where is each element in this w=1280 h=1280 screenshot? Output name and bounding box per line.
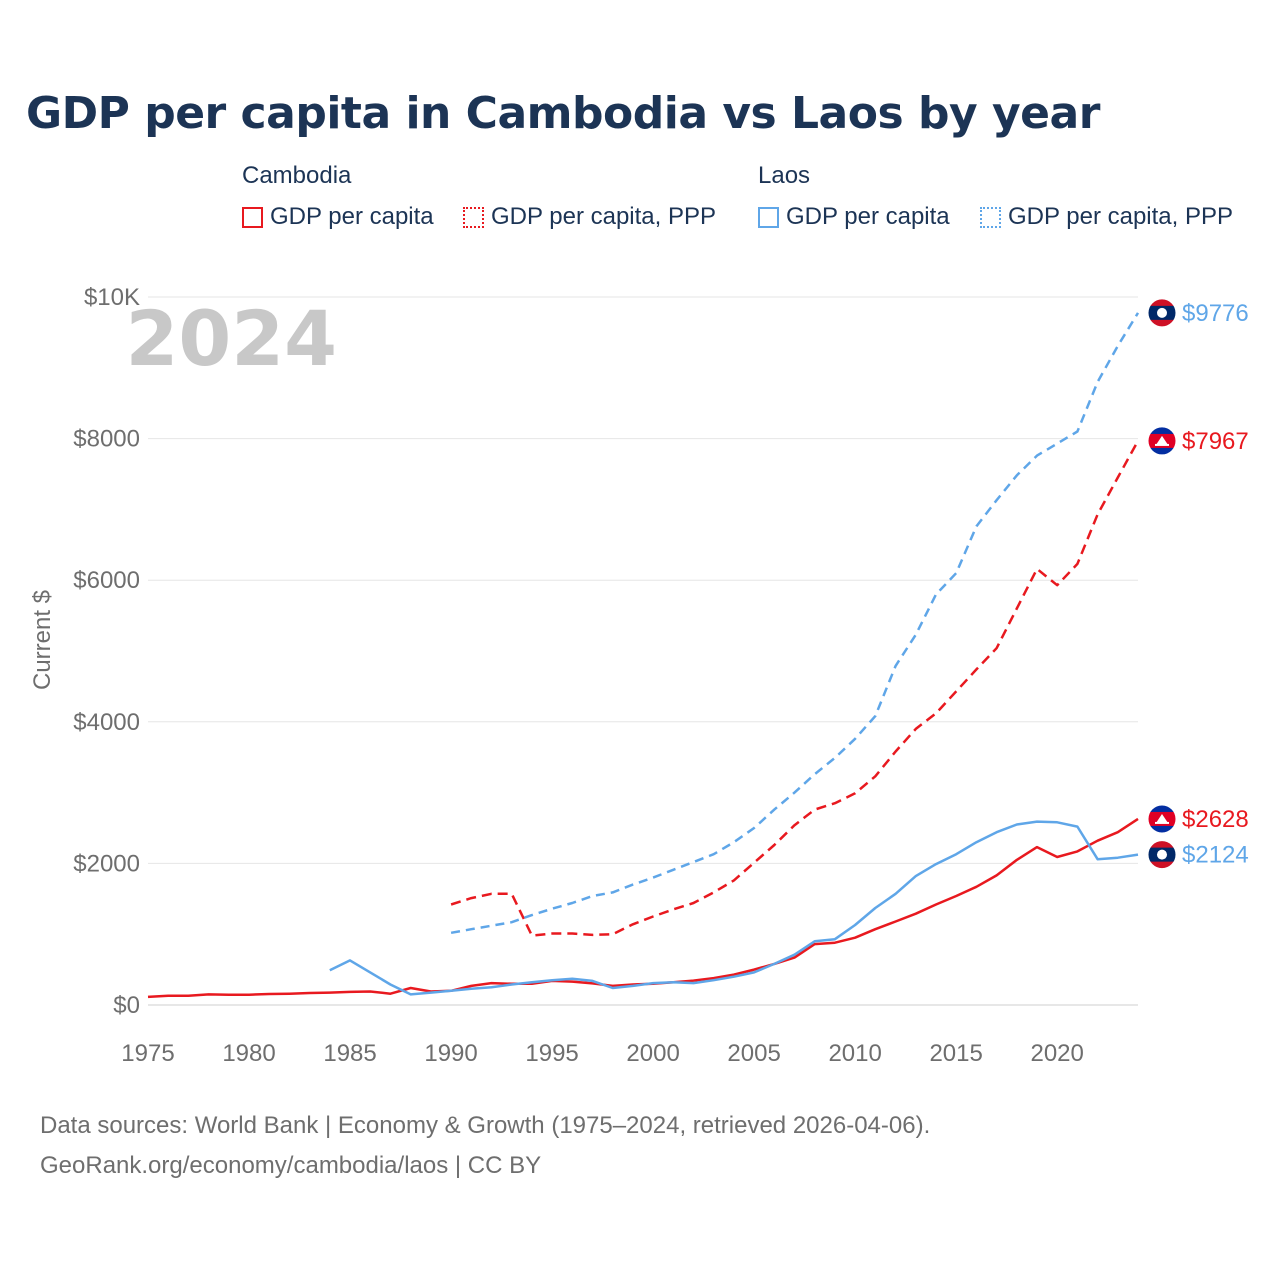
- y-tick-label: $8000: [73, 426, 140, 453]
- x-tick-label: 2020: [1030, 1040, 1083, 1067]
- legend-swatch-dotted-icon: [463, 207, 484, 228]
- legend-swatch-dotted-icon: [980, 207, 1001, 228]
- legend-item-cambodia-gdp[interactable]: GDP per capita: [242, 203, 434, 231]
- legend-item-laos-gdp-ppp[interactable]: GDP per capita, PPP: [980, 203, 1233, 231]
- legend-label: GDP per capita, PPP: [1008, 203, 1233, 230]
- x-tick-label: 1990: [424, 1040, 477, 1067]
- legend-swatch-solid-icon: [242, 207, 263, 228]
- series-line: [450, 440, 1140, 937]
- y-tick-label: $2000: [73, 850, 140, 877]
- cambodia-flag-icon: [1147, 804, 1177, 834]
- laos-flag-icon: [1147, 840, 1177, 870]
- footer-sources: Data sources: World Bank | Economy & Gro…: [40, 1112, 931, 1139]
- x-tick-label: 2005: [727, 1040, 780, 1067]
- x-tick-label: 1995: [525, 1040, 578, 1067]
- end-value-label: $2628: [1182, 806, 1249, 833]
- y-ticks: $0 $2000 $4000 $6000 $8000 $10K: [73, 284, 140, 1019]
- grid: [148, 296, 1138, 1006]
- x-tick-label: 1975: [121, 1040, 174, 1067]
- series-lines: [147, 312, 1140, 999]
- legend-label: GDP per capita, PPP: [491, 203, 716, 230]
- year-watermark: 2024: [125, 294, 337, 383]
- legend-label: GDP per capita: [270, 203, 434, 230]
- legend-group-laos: Laos: [758, 162, 811, 189]
- y-tick-label: $4000: [73, 709, 140, 736]
- cambodia-flag-icon: [1147, 426, 1177, 456]
- end-value-label: $2124: [1182, 842, 1249, 869]
- x-tick-label: 2015: [929, 1040, 982, 1067]
- y-tick-label: $10K: [84, 284, 140, 311]
- chart-title: GDP per capita in Cambodia vs Laos by ye…: [26, 88, 1100, 139]
- legend-label: GDP per capita: [786, 203, 950, 230]
- y-tick-label: $6000: [73, 567, 140, 594]
- series-line: [450, 312, 1140, 935]
- end-value-label: $9776: [1182, 300, 1249, 327]
- end-markers: $2628 $7967 $2124 $9776: [1147, 298, 1249, 870]
- end-value-label: $7967: [1182, 428, 1249, 455]
- legend-swatch-solid-icon: [758, 207, 779, 228]
- x-tick-label: 1985: [323, 1040, 376, 1067]
- y-tick-label: $0: [113, 992, 140, 1019]
- y-axis-label: Current $: [29, 590, 56, 690]
- laos-flag-icon: [1147, 298, 1177, 328]
- series-line: [329, 820, 1139, 996]
- series-line: [147, 817, 1139, 999]
- x-tick-label: 2010: [828, 1040, 881, 1067]
- legend-group-cambodia: Cambodia: [242, 162, 352, 189]
- x-tick-label: 2000: [626, 1040, 679, 1067]
- x-ticks: 1975 1980 1985 1990 1995 2000 2005 2010 2015 2020: [121, 1040, 1084, 1067]
- footer-link[interactable]: GeoRank.org/economy/cambodia/laos | CC B…: [40, 1152, 542, 1179]
- footer: Data sources: World Bank | Economy & Gro…: [40, 1106, 930, 1186]
- x-tick-label: 1980: [222, 1040, 275, 1067]
- legend-item-cambodia-gdp-ppp[interactable]: GDP per capita, PPP: [463, 203, 716, 231]
- legend-item-laos-gdp[interactable]: GDP per capita: [758, 203, 950, 231]
- line-chart: 2024 Current $ $0 $2000 $4000 $6000 $8000 $10…: [29, 284, 1249, 1067]
